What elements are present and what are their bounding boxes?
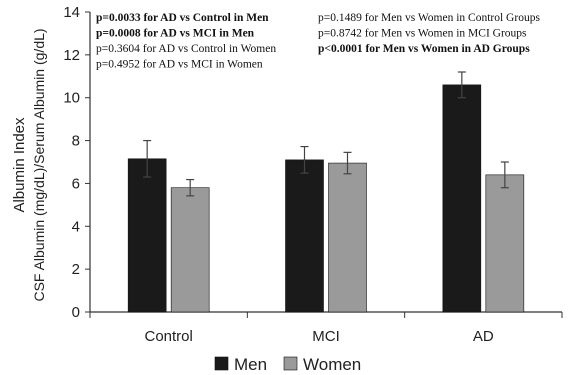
y-tick-label: 2 — [72, 261, 80, 278]
x-tick-label: AD — [473, 328, 494, 345]
y-axis-ticks: 0 2 4 6 8 10 12 14 — [63, 4, 90, 321]
legend-label: Women — [303, 355, 361, 374]
y-axis-title: Albumin Index CSF Albumin (mg/dL)/Serum … — [11, 28, 47, 301]
y-tick-label: 0 — [72, 304, 80, 321]
y-tick-label: 12 — [63, 47, 80, 64]
p-value-annotation: p=0.4952 for AD vs MCI in Women — [96, 59, 263, 71]
x-tick-label: MCI — [312, 328, 340, 345]
y-axis-title-line2: CSF Albumin (mg/dL)/Serum Albumin (g/dL) — [31, 28, 47, 301]
error-bar — [300, 145, 309, 174]
error-bar — [143, 139, 152, 178]
bar-women-mci — [328, 162, 367, 313]
legend: Men Women — [214, 355, 361, 374]
y-tick-label: 4 — [72, 218, 80, 235]
bar-women-control — [170, 187, 210, 313]
legend-swatch — [214, 356, 229, 371]
y-tick-label: 8 — [72, 133, 80, 150]
error-bar — [186, 178, 195, 197]
y-tick-label: 6 — [72, 175, 80, 192]
p-value-annotation: p=0.3604 for AD vs Control in Women — [96, 43, 276, 55]
p-value-annotation: p<0.0001 for Men vs Women in AD Groups — [318, 43, 530, 55]
annotations: p=0.0033 for AD vs Control in Men p=0.000… — [96, 12, 540, 71]
y-axis-title-line1: Albumin Index — [11, 117, 28, 213]
bar-women-ad — [485, 174, 525, 313]
x-tick-label: Control — [144, 328, 192, 345]
error-bar — [500, 161, 509, 189]
error-bar — [343, 151, 352, 175]
error-bar — [457, 71, 466, 99]
p-value-annotation: p=0.8742 for Men vs Women in MCI Groups — [318, 28, 527, 40]
y-tick-label: 10 — [63, 90, 80, 107]
bar-men-mci — [285, 159, 324, 313]
x-axis-labels: Control MCI AD — [144, 328, 493, 345]
legend-label: Men — [234, 355, 267, 374]
legend-item-men: Men — [214, 355, 267, 374]
p-value-annotation: p=0.1489 for Men vs Women in Control Gro… — [318, 12, 540, 24]
legend-item-women: Women — [283, 355, 361, 374]
bars — [127, 71, 525, 313]
legend-swatch — [283, 356, 298, 371]
axes — [89, 12, 563, 318]
bar-men-control — [127, 158, 167, 313]
y-tick-label: 14 — [63, 4, 80, 21]
p-value-annotation: p=0.0008 for AD vs MCI in Men — [96, 28, 255, 40]
bar-men-ad — [442, 84, 482, 313]
p-value-annotation: p=0.0033 for AD vs Control in Men — [96, 12, 269, 24]
